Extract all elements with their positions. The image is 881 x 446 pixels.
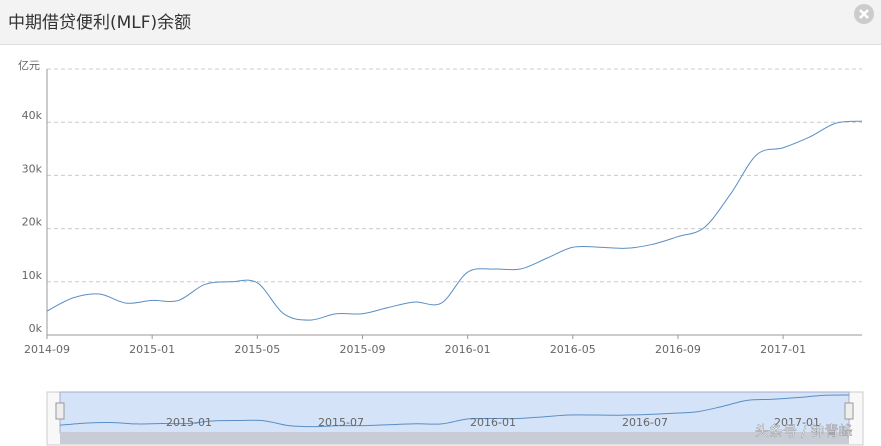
watermark: 头条号 / 钟青峰 (755, 423, 853, 440)
close-button[interactable] (853, 3, 877, 27)
y-unit: 亿元 (18, 59, 40, 72)
x-tick-label: 2015-01 (129, 343, 175, 356)
x-tick-label: 2015-05 (234, 343, 280, 356)
x-tick-label: 2015-09 (339, 343, 385, 356)
zoom-label: 2015-01 (166, 416, 212, 429)
zoom-line (59, 394, 850, 428)
y-tick-label: 30k (22, 162, 43, 175)
zoom-label: 2015-07 (318, 416, 364, 429)
x-tick-label: 2016-09 (655, 343, 701, 356)
header: 中期借贷便利(MLF)余额 (0, 0, 881, 45)
x-tick-label: 2017-01 (760, 343, 806, 356)
y-tick-label: 10k (22, 269, 43, 282)
zoom-label: 2016-07 (622, 416, 668, 429)
zoom-bar[interactable] (60, 432, 849, 444)
y-tick-label: 20k (22, 216, 43, 229)
line (46, 120, 863, 321)
title: 中期借贷便利(MLF)余额 (8, 13, 192, 33)
x-tick-label: 2016-01 (445, 343, 491, 356)
zoom-handle[interactable] (55, 402, 65, 420)
y-tick-label: 0k (29, 322, 43, 335)
zoom-label: 2017-01 (774, 416, 820, 429)
zoom-label: 2016-01 (470, 416, 516, 429)
y-tick-label: 40k (22, 109, 43, 122)
zoom-handle[interactable] (844, 402, 854, 420)
chart: 亿元 0k 10k 20k 30k 40k 2014-09 2015-01 2015-05 20… (18, 59, 864, 446)
x-tick-label: 2016-05 (550, 343, 596, 356)
x-tick-label: 2014-09 (24, 343, 70, 356)
